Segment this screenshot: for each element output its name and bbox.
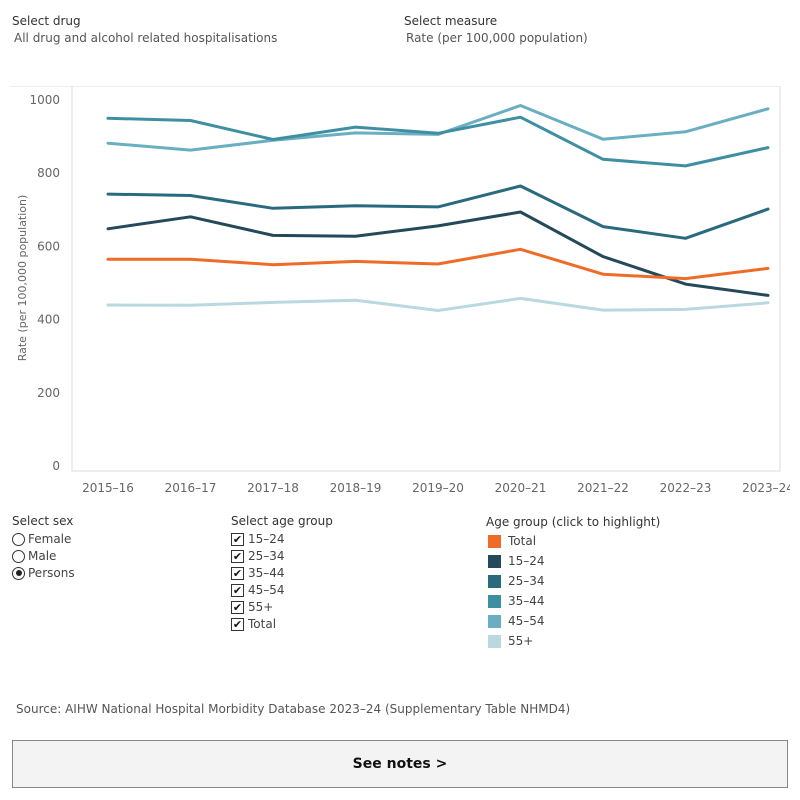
age-option-label: 55+ (248, 600, 274, 614)
checkbox[interactable]: ✔ (231, 532, 244, 546)
x-tick-label: 2022–23 (660, 481, 712, 495)
age-option[interactable]: ✔ 15–24 (231, 532, 285, 546)
legend-item[interactable]: 15–24 (488, 554, 545, 568)
age-option[interactable]: ✔ 55+ (231, 600, 273, 614)
checkbox[interactable]: ✔ (231, 549, 244, 563)
x-tick-label: 2023–24 (742, 481, 790, 495)
radio-button[interactable] (12, 549, 25, 563)
x-tick-label: 2021–22 (577, 481, 629, 495)
y-tick-label: 1000 (29, 93, 60, 107)
x-tick-label: 2019–20 (412, 481, 464, 495)
checkbox[interactable]: ✔ (231, 600, 244, 614)
series-line-15-24 (106, 210, 770, 297)
legend-item[interactable]: 35–44 (488, 594, 545, 608)
legend-item[interactable]: 55+ (488, 634, 533, 648)
y-tick-label: 0 (52, 459, 60, 473)
see-notes-button[interactable]: See notes > (12, 740, 788, 788)
measure-selector-label: Select measure (404, 14, 498, 28)
sex-selector-label: Select sex (12, 514, 74, 528)
x-tick-label: 2017–18 (247, 481, 299, 495)
age-option-label: 15–24 (248, 532, 285, 546)
y-tick-label: 200 (37, 386, 60, 400)
x-tick-label: 2016–17 (165, 481, 217, 495)
legend-label: 25–34 (508, 574, 545, 588)
chart-svg: 0 200 400 600 800 1000 Rate (per 100,000 popul… (10, 86, 790, 495)
legend-title: Age group (click to highlight) (486, 515, 661, 529)
checkbox[interactable]: ✔ (231, 583, 244, 597)
legend-swatch (488, 574, 501, 588)
checkbox[interactable]: ✔ (231, 566, 244, 580)
radio-button[interactable] (12, 566, 25, 580)
age-option-label: Total (248, 617, 277, 631)
sex-option-label: Male (28, 549, 57, 563)
legend-label: 35–44 (508, 594, 545, 608)
series-line-total (106, 247, 770, 281)
legend-label: Total (508, 534, 537, 548)
legend-label: 15–24 (508, 554, 545, 568)
series-line-35-44 (106, 115, 770, 168)
line-chart: 0 200 400 600 800 1000 Rate (per 100,000 popul… (10, 86, 790, 506)
age-option[interactable]: ✔ 35–44 (231, 566, 285, 580)
legend-label: 55+ (508, 634, 534, 648)
legend-item[interactable]: 45–54 (488, 614, 545, 628)
age-option-label: 25–34 (248, 549, 285, 563)
sex-option-persons[interactable]: Persons (12, 566, 75, 580)
source-note: Source: AIHW National Hospital Morbidity… (16, 702, 571, 716)
legend-swatch (488, 554, 501, 568)
drug-selector-label: Select drug (12, 14, 81, 28)
sex-option-male[interactable]: Male (12, 549, 56, 563)
legend-item[interactable]: 25–34 (488, 574, 545, 588)
sex-option-female[interactable]: Female (12, 532, 71, 546)
plot-frame (71, 86, 781, 472)
age-option-label: 45–54 (248, 583, 285, 597)
series-line-45-54 (106, 104, 770, 152)
age-selector-label: Select age group (231, 514, 333, 528)
legend-swatch (488, 594, 501, 608)
series-line-55plus (106, 296, 770, 312)
checkbox[interactable]: ✔ (231, 617, 244, 631)
age-option-label: 35–44 (248, 566, 285, 580)
measure-selector-value[interactable]: Rate (per 100,000 population) (406, 31, 588, 45)
legend-swatch (488, 614, 501, 628)
sex-option-label: Persons (28, 566, 75, 580)
drug-selector-value[interactable]: All drug and alcohol related hospitalisa… (14, 31, 278, 45)
legend-swatch (488, 534, 501, 548)
y-tick-label: 800 (37, 166, 60, 180)
y-axis-label: Rate (per 100,000 population) (16, 195, 29, 362)
legend-swatch (488, 634, 501, 648)
age-option[interactable]: ✔ 25–34 (231, 549, 285, 563)
series-line-25-34 (106, 184, 770, 240)
y-tick-label: 600 (37, 239, 60, 253)
age-option[interactable]: ✔ Total (231, 617, 276, 631)
legend-label: 45–54 (508, 614, 545, 628)
legend-item[interactable]: Total (488, 534, 536, 548)
x-tick-label: 2020–21 (495, 481, 547, 495)
x-tick-label: 2015–16 (82, 481, 134, 495)
radio-button[interactable] (12, 532, 25, 546)
y-tick-label: 400 (37, 313, 60, 327)
age-option[interactable]: ✔ 45–54 (231, 583, 285, 597)
sex-option-label: Female (28, 532, 72, 546)
x-tick-label: 2018–19 (330, 481, 382, 495)
